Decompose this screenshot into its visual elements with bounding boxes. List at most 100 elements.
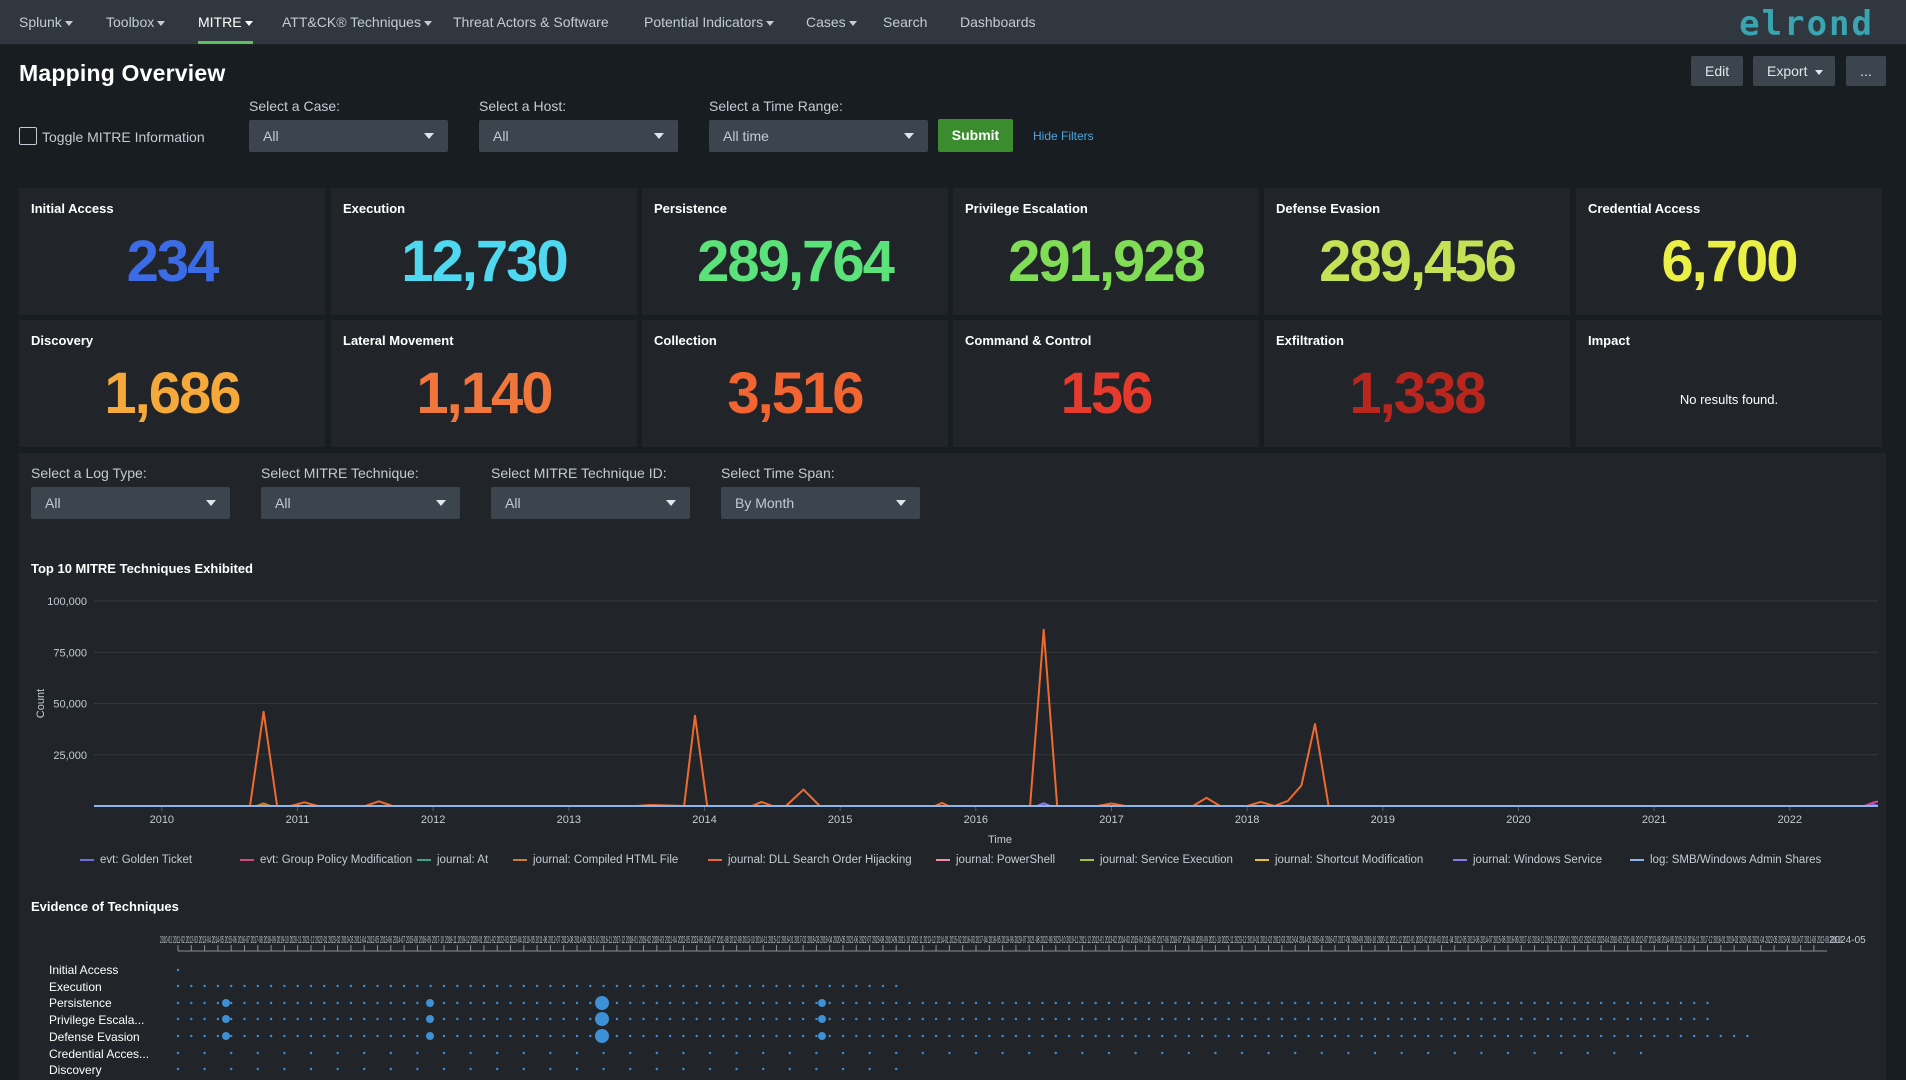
legend-item[interactable]: journal: Windows Service <box>1453 854 1602 866</box>
evidence-dot <box>1081 1017 1084 1021</box>
evidence-dot <box>522 1051 525 1055</box>
time-range-select[interactable]: All time <box>709 120 928 152</box>
technique-id-select[interactable]: All <box>491 487 690 519</box>
log-type-value: All <box>45 495 61 511</box>
log-type-select[interactable]: All <box>31 487 230 519</box>
hide-filters-link[interactable]: Hide Filters <box>1033 129 1094 143</box>
tile-privilege-escalation[interactable]: Privilege Escalation 291,928 <box>953 188 1259 315</box>
time-span-select[interactable]: By Month <box>721 487 920 519</box>
evidence-dot <box>256 984 259 988</box>
evidence-dot <box>655 1051 658 1055</box>
tile-execution[interactable]: Execution 12,730 <box>331 188 637 315</box>
tile-lateral-movement[interactable]: Lateral Movement 1,140 <box>331 320 637 447</box>
tile-collection[interactable]: Collection 3,516 <box>642 320 948 447</box>
evidence-dot <box>828 1001 831 1005</box>
evidence-dot <box>190 1034 193 1038</box>
tile-discovery[interactable]: Discovery 1,686 <box>19 320 325 447</box>
evidence-dot <box>1001 1001 1004 1005</box>
evidence-dot <box>788 1051 791 1055</box>
evidence-dot <box>629 1067 632 1071</box>
series-line[interactable] <box>94 628 1878 807</box>
export-button[interactable]: Export <box>1753 56 1836 86</box>
evidence-dot <box>1187 1034 1191 1038</box>
evidence-dot <box>1240 1051 1244 1055</box>
evidence-dot <box>801 1001 805 1005</box>
nav-item-threat-actors[interactable]: Threat Actors & Software <box>453 0 609 45</box>
y-tick-label: 50,000 <box>53 699 87 711</box>
nav-item-toolbox[interactable]: Toolbox <box>106 0 166 45</box>
evidence-dot <box>222 999 230 1007</box>
tile-no-results: No results found. <box>1679 392 1779 407</box>
tile-title: Exfiltration <box>1276 333 1344 348</box>
app-logo[interactable]: elrond <box>1739 4 1874 44</box>
legend-item[interactable]: journal: DLL Search Order Hijacking <box>708 854 912 866</box>
evidence-dot <box>535 1017 539 1021</box>
evidence-dot <box>1054 1017 1058 1021</box>
nav-item-mitre[interactable]: MITRE <box>198 0 253 45</box>
tile-exfiltration[interactable]: Exfiltration 1,338 <box>1264 320 1570 447</box>
edit-button[interactable]: Edit <box>1691 56 1744 86</box>
legend-item[interactable]: evt: Group Policy Modification <box>240 854 412 866</box>
evidence-dot <box>1586 1051 1590 1055</box>
evidence-dot <box>176 1051 180 1055</box>
nav-item-search[interactable]: Search <box>883 0 927 45</box>
legend-item[interactable]: journal: Shortcut Modification <box>1255 854 1423 866</box>
legend-item[interactable]: journal: Service Execution <box>1080 854 1233 866</box>
nav-item-attack-techniques[interactable]: ATT&CK® Techniques <box>282 0 432 45</box>
legend-label: journal: At <box>437 854 489 866</box>
evidence-dot <box>1533 1034 1536 1038</box>
evidence-dot <box>336 1051 339 1055</box>
chevron-down-icon <box>424 133 434 139</box>
legend-item[interactable]: evt: Golden Ticket <box>80 854 192 866</box>
legend-item[interactable]: log: SMB/Windows Admin Shares <box>1630 854 1821 866</box>
toggle-mitre-checkbox[interactable] <box>19 127 37 145</box>
tile-defense-evasion[interactable]: Defense Evasion 289,456 <box>1264 188 1570 315</box>
evidence-dot <box>1200 1017 1204 1021</box>
evidence-dot <box>389 1051 392 1055</box>
evidence-dot <box>1240 1017 1244 1021</box>
evidence-dot <box>1187 1051 1191 1055</box>
evidence-dot <box>1041 1034 1044 1038</box>
evidence-dot <box>1014 1034 1018 1038</box>
submit-button[interactable]: Submit <box>938 119 1013 152</box>
host-select[interactable]: All <box>479 120 678 152</box>
evidence-dot <box>602 984 605 988</box>
evidence-dot <box>309 1051 313 1055</box>
evidence-dot <box>682 1017 685 1021</box>
chevron-down-icon <box>64 20 73 26</box>
technique-select[interactable]: All <box>261 487 460 519</box>
evidence-dot <box>1653 1017 1656 1021</box>
evidence-dot <box>1706 1017 1709 1021</box>
evidence-row-label: Credential Acces... <box>49 1046 150 1061</box>
tile-command-control[interactable]: Command & Control 156 <box>953 320 1259 447</box>
evidence-dot <box>1613 1001 1616 1005</box>
nav-item-dashboards[interactable]: Dashboards <box>960 0 1036 45</box>
legend-item[interactable]: journal: PowerShell <box>936 854 1055 866</box>
x-tick-label: 2018 <box>1235 814 1259 826</box>
evidence-dot <box>1214 1001 1217 1005</box>
evidence-dot <box>336 1017 339 1021</box>
nav-item-splunk[interactable]: Splunk <box>19 0 73 45</box>
evidence-dot <box>655 984 658 988</box>
techniques-line-chart[interactable]: 100,000 75,000 50,000 25,000 2010 2011 2012 201… <box>0 0 1906 850</box>
more-actions-button[interactable]: ... <box>1846 56 1886 86</box>
nav-item-cases[interactable]: Cases <box>806 0 857 45</box>
tile-impact[interactable]: Impact No results found. <box>1576 320 1882 447</box>
tile-credential-access[interactable]: Credential Access 6,700 <box>1576 188 1882 315</box>
case-select[interactable]: All <box>249 120 448 152</box>
evidence-dot <box>190 1017 193 1021</box>
legend-item[interactable]: journal: Compiled HTML File <box>513 854 678 866</box>
evidence-dot <box>1387 1001 1390 1005</box>
evidence-dot <box>256 1001 259 1005</box>
evidence-dot <box>243 984 246 988</box>
evidence-timeline[interactable]: 2010-01 2011-02 2012-03 2013-04 2014-05 … <box>0 920 1906 1080</box>
tile-persistence[interactable]: Persistence 289,764 <box>642 188 948 315</box>
evidence-dot <box>841 1051 845 1055</box>
legend-item[interactable]: journal: At <box>417 854 488 866</box>
evidence-dot <box>1400 1001 1403 1005</box>
evidence-dot <box>1001 1034 1004 1038</box>
nav-item-potential-indicators[interactable]: Potential Indicators <box>644 0 775 45</box>
tile-initial-access[interactable]: Initial Access 234 <box>19 188 325 315</box>
evidence-dot <box>934 1017 938 1021</box>
evidence-row-label: Discovery <box>49 1063 102 1078</box>
